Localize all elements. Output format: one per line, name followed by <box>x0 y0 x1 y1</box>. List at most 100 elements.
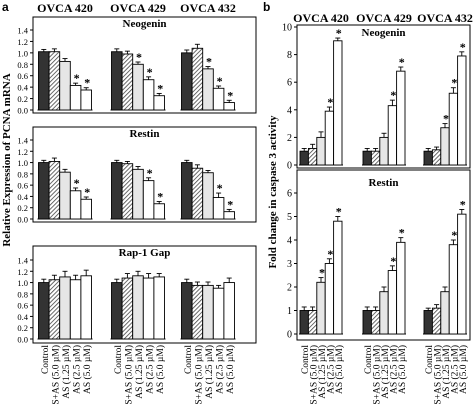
y-tick-label: 4 <box>287 236 292 247</box>
category-label: AS (1.25 µM) <box>317 345 328 399</box>
bar <box>370 150 381 166</box>
y-axis-label: Fold change in caspase 3 activity <box>267 115 279 269</box>
bar <box>212 287 225 340</box>
y-tick-label: 0.6 <box>17 181 28 191</box>
category-label: S+AS (5.0 µM) <box>193 345 204 405</box>
group-header: OVCA 432 <box>417 11 473 25</box>
bar <box>111 282 123 340</box>
bar <box>431 149 442 166</box>
y-tick-label: 1.0 <box>17 158 28 168</box>
significance-star: * <box>157 190 163 204</box>
bar <box>132 275 144 340</box>
significance-star: * <box>74 71 80 85</box>
category-label: AS (5.0 µM) <box>334 345 345 394</box>
significance-star: * <box>84 76 90 90</box>
significance-star: * <box>84 185 90 199</box>
significance-star: * <box>74 176 80 190</box>
bar <box>379 136 389 166</box>
bar <box>423 310 433 335</box>
bar <box>121 53 134 111</box>
bar <box>142 79 155 111</box>
y-tick-label: 5 <box>287 212 292 223</box>
bar <box>111 162 123 220</box>
bar <box>440 291 450 335</box>
significance-star: * <box>157 81 163 95</box>
significance-star: * <box>336 205 342 219</box>
bar <box>121 277 134 340</box>
bar <box>142 277 155 340</box>
y-tick-label: 1.4 <box>17 256 28 266</box>
y-tick-label: 0.6 <box>17 71 28 81</box>
bar <box>223 211 235 220</box>
y-tick-label: 0.0 <box>17 106 28 116</box>
significance-star: * <box>451 228 457 242</box>
bar <box>448 244 459 335</box>
y-tick-label: 0.8 <box>17 60 28 70</box>
bar <box>316 281 326 335</box>
bar <box>202 172 214 220</box>
bar <box>324 110 335 166</box>
category-label: AS (5.0 µM) <box>155 345 166 394</box>
group-header: OVCA 420 <box>293 11 349 25</box>
significance-star: * <box>227 88 233 102</box>
bar <box>333 40 343 166</box>
category-label: S+AS (5.0 µM) <box>50 345 61 405</box>
panel-frame <box>32 126 257 223</box>
bar <box>448 92 459 166</box>
bar <box>431 307 442 335</box>
bar <box>121 163 134 220</box>
y-tick-label: 0 <box>287 330 292 341</box>
significance-star: * <box>336 26 342 40</box>
bar <box>59 171 71 220</box>
bar <box>48 279 61 340</box>
row-title: Neogenin <box>123 18 167 30</box>
y-tick-label: 0.2 <box>17 323 28 333</box>
y-tick-label: 0.2 <box>17 203 28 213</box>
bar <box>38 51 50 111</box>
bar <box>362 310 372 335</box>
category-label: AS (2.5 µM) <box>215 345 226 394</box>
bar <box>316 136 326 166</box>
significance-star: * <box>390 88 396 102</box>
significance-star: * <box>399 226 405 240</box>
bar <box>324 263 335 335</box>
bar <box>181 52 193 111</box>
category-label: Control <box>301 345 311 374</box>
bar <box>212 87 225 111</box>
y-tick-label: 0.6 <box>17 301 28 311</box>
category-label: S+AS (5.0 µM) <box>309 345 320 405</box>
y-tick-label: 10 <box>282 23 292 34</box>
y-tick-label: 0.0 <box>17 335 28 345</box>
significance-star: * <box>147 65 153 79</box>
bar <box>153 203 165 220</box>
significance-star: * <box>451 76 457 90</box>
group-header: OVCA 429 <box>356 11 412 25</box>
category-label: AS (5.0 µM) <box>397 345 408 394</box>
bar <box>299 150 309 166</box>
y-tick-label: 0.4 <box>17 83 28 93</box>
y-tick-label: 1 <box>287 306 292 317</box>
category-label: S+AS (5.0 µM) <box>372 345 383 405</box>
group-header: OVCA 420 <box>37 1 93 15</box>
category-label: Control <box>364 345 374 374</box>
y-tick-label: 0.0 <box>17 215 28 225</box>
y-tick-label: 0.4 <box>17 192 28 202</box>
significance-star: * <box>319 266 325 280</box>
category-label: AS (5.0 µM) <box>82 345 93 394</box>
panel-letter: a <box>2 0 9 14</box>
bar <box>111 51 123 111</box>
bar <box>153 95 165 111</box>
bar <box>181 162 193 220</box>
significance-star: * <box>327 247 333 261</box>
category-label: Control <box>184 345 194 374</box>
y-tick-label: 8 <box>287 50 292 61</box>
significance-star: * <box>399 55 405 69</box>
bar <box>59 60 71 111</box>
bar <box>307 147 318 166</box>
category-label: AS (1.25 µM) <box>380 345 391 399</box>
bar <box>379 291 389 335</box>
panel-frame <box>296 24 471 169</box>
category-label: AS (2.5 µM) <box>72 345 83 394</box>
bar <box>80 275 92 340</box>
y-tick-label: 0.2 <box>17 94 28 104</box>
